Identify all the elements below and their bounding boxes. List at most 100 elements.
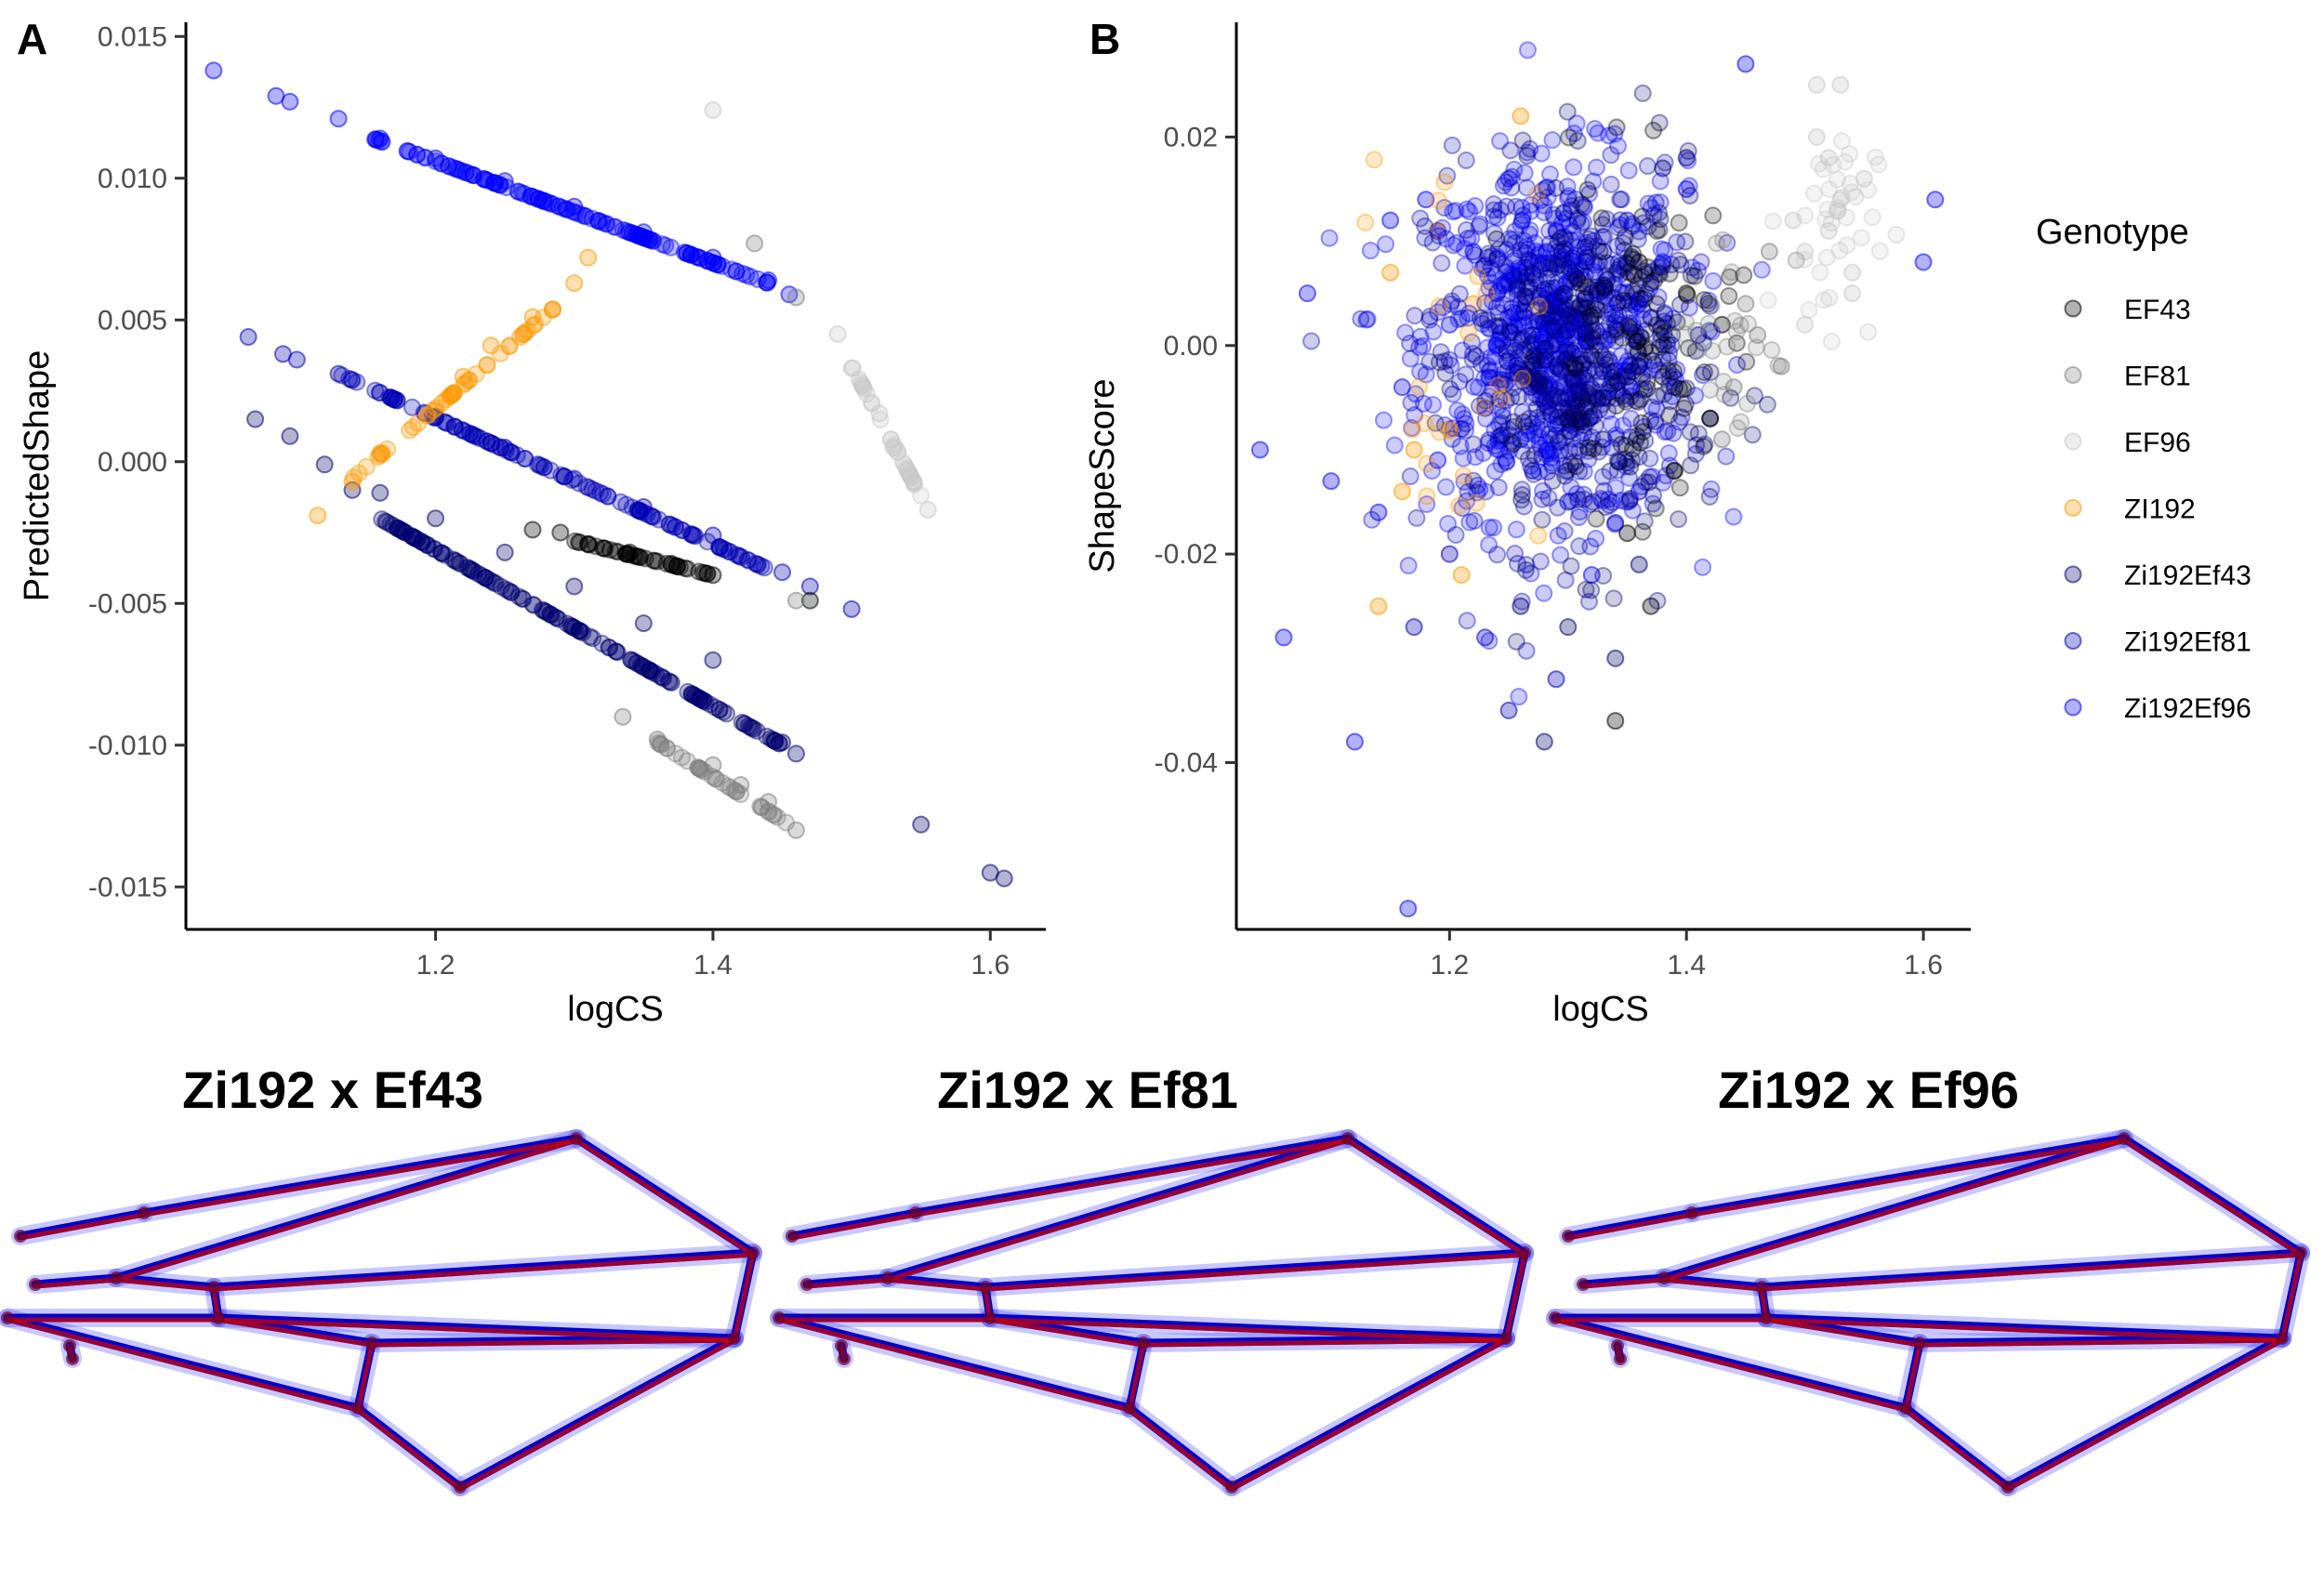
data-point [634,614,653,633]
data-point [530,190,548,208]
data-point [1752,260,1771,279]
data-point [482,572,501,590]
data-point [695,762,714,781]
data-point [1546,329,1565,348]
data-point [1429,451,1447,469]
data-point [623,224,641,243]
data-point [614,220,632,239]
data-point [650,510,668,529]
data-point [524,316,543,335]
data-point [1704,271,1723,290]
data-point [424,402,442,420]
data-point [902,467,920,486]
data-point [758,273,776,292]
data-point [870,404,889,423]
data-point [691,759,709,778]
data-point [1490,415,1509,433]
data-point [1859,323,1878,341]
data-point [1444,385,1462,403]
y-tick-label: 0.000 [98,447,167,478]
legend-label: EF81 [2124,362,2191,392]
landmark [786,1230,799,1243]
data-point [640,230,659,249]
data-point [1585,262,1604,281]
data-point [477,171,495,190]
data-point [1443,136,1461,154]
data-point [640,661,659,679]
data-point [1458,612,1476,630]
data-point [698,564,717,583]
data-point [1784,211,1802,230]
data-point [1403,420,1421,439]
data-point [710,701,729,719]
data-point [1533,254,1552,272]
data-point [918,501,937,520]
data-point [612,493,630,511]
data-point [635,229,654,247]
data-point [1489,240,1508,258]
data-point [476,170,495,189]
data-point [686,527,705,546]
data-point [657,739,676,757]
data-point [1549,498,1567,517]
landmark [800,1278,813,1291]
data-point [693,563,712,582]
data-point [713,773,732,792]
data-point [1556,230,1575,248]
data-point [1598,270,1617,289]
data-point [1274,628,1293,647]
data-point [465,562,483,581]
data-point [765,731,784,750]
data-point [469,564,488,583]
series-Zi192Ef81 [239,328,861,618]
data-point [502,583,521,601]
data-point [1822,332,1841,350]
data-point [1576,336,1594,354]
data-point [1552,415,1570,433]
data-point [1660,406,1679,425]
data-point [688,248,706,267]
data-point [1522,202,1540,220]
data-point [1531,346,1550,364]
data-point [634,223,653,242]
data-point [551,523,570,542]
series-Zi192Ef81 [1405,221,1708,719]
data-point [697,251,716,270]
data-point [1627,297,1645,316]
data-point [1619,161,1638,179]
data-point [1543,318,1562,336]
data-point [1456,257,1474,275]
data-point [1537,333,1555,351]
data-point [1654,367,1672,386]
data-point [593,485,612,504]
data-point [1591,242,1609,260]
data-point [758,727,776,745]
data-point [1405,618,1423,637]
data-point [382,388,401,407]
data-point [1465,511,1484,530]
data-point [1664,309,1683,328]
data-point [630,547,649,566]
data-point [471,429,490,448]
data-point [1728,356,1747,375]
data-point [1627,323,1645,342]
data-point [1743,426,1762,444]
data-point [667,557,686,575]
data-point [450,554,469,573]
data-point [1571,347,1590,365]
data-point [1476,399,1495,417]
data-point [766,732,785,751]
data-point [863,395,881,414]
data-point [630,502,649,520]
data-point [541,461,560,480]
data-point [482,434,501,453]
data-point [743,718,761,737]
data-point [690,562,708,581]
data-point [640,661,659,679]
data-point [348,373,366,391]
data-point [786,591,805,610]
data-point [1533,333,1552,351]
data-point [427,407,445,426]
data-point [600,638,618,656]
data-point [737,266,756,284]
